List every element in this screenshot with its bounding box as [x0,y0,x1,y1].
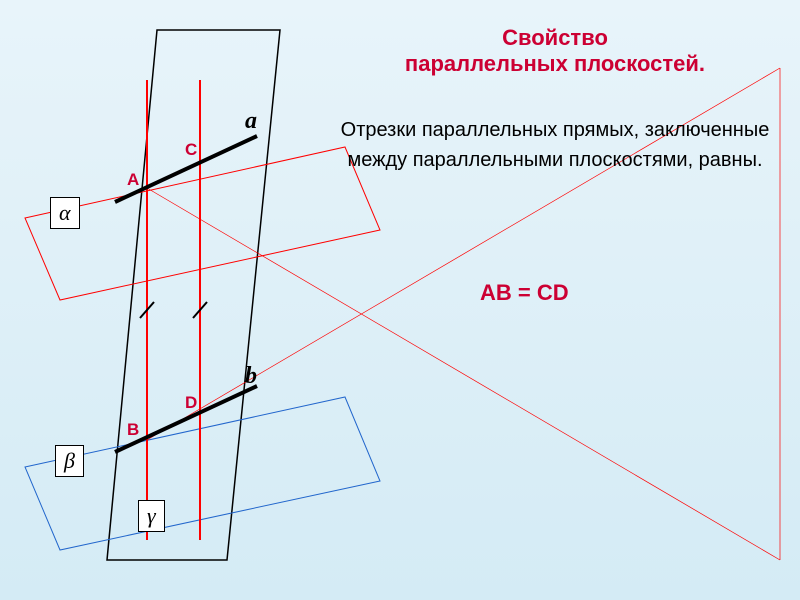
label-point-c: С [185,140,197,160]
title-line2: параллельных плоскостей. [340,51,770,77]
label-line-a: a [245,108,257,135]
perspective-diagonal-1 [147,188,780,560]
geometry-diagram [0,0,800,600]
subtitle: Отрезки параллельных прямых, заключенные… [340,115,770,175]
label-point-b: В [127,420,139,440]
label-point-d: D [185,393,197,413]
label-gamma: γ [138,500,165,532]
label-line-b: b [245,363,257,390]
title: Свойство параллельных плоскостей. [340,25,770,77]
label-beta: β [55,445,84,477]
label-alpha: α [50,197,80,229]
title-line1: Свойство [340,25,770,51]
label-point-a: А [127,170,139,190]
equation: АВ = СD [480,280,569,306]
